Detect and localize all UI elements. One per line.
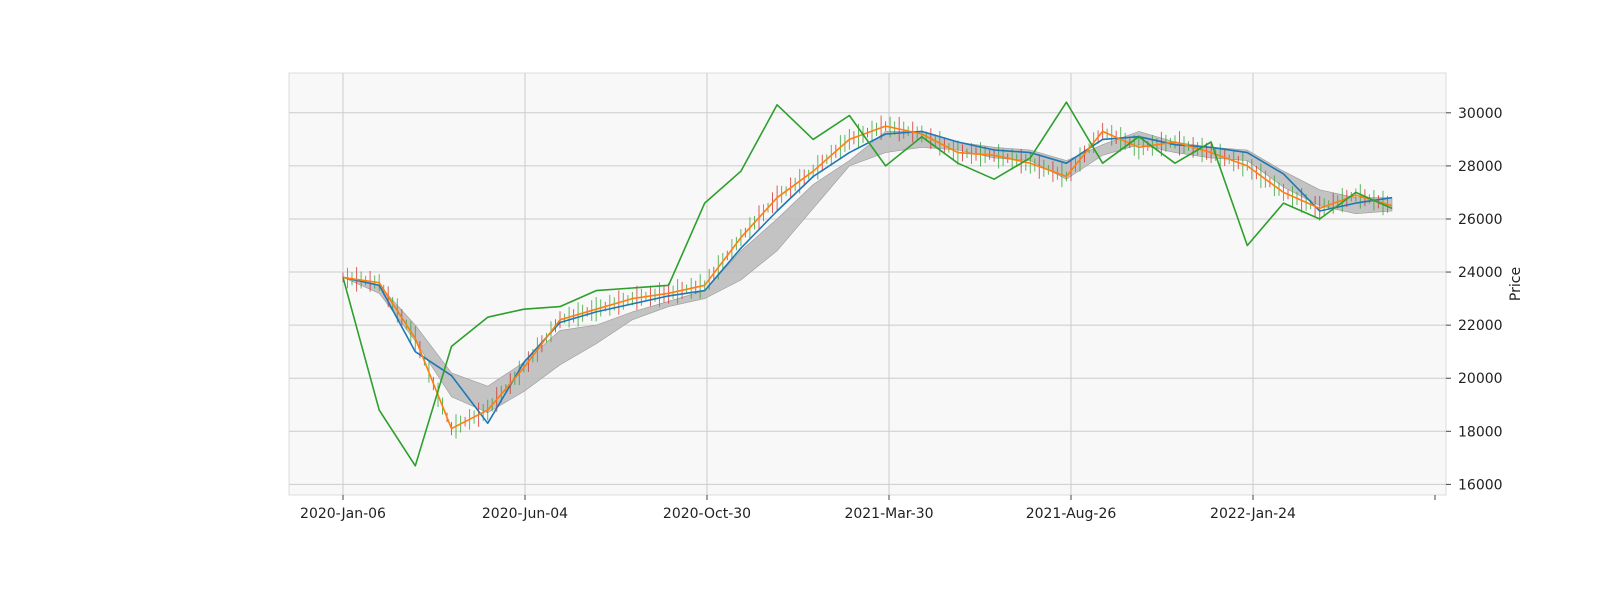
y-tick-label: 26000 — [1458, 212, 1503, 228]
y-tick-label: 28000 — [1458, 159, 1503, 175]
y-axis-label: Price — [1508, 267, 1524, 301]
y-tick-label: 16000 — [1458, 477, 1503, 493]
x-tick-label: 2020-Jun-04 — [482, 506, 568, 522]
x-tick-label: 2020-Jan-06 — [300, 506, 386, 522]
x-tick-label: 2021-Mar-30 — [844, 506, 933, 522]
x-tick-label: 2022-Jan-24 — [1210, 506, 1296, 522]
y-tick-label: 20000 — [1458, 371, 1503, 387]
y-tick-label: 30000 — [1458, 106, 1503, 122]
series-line-1 — [342, 125, 1393, 430]
grid: 2020-Jan-06 2020-Jun-04 2020-Oct-30 2021-Ma… — [289, 73, 1503, 522]
cloud-area — [342, 131, 1393, 414]
series-line-2 — [342, 101, 1393, 467]
series-line-0 — [342, 130, 1393, 425]
y-tick-label: 24000 — [1458, 265, 1503, 281]
y-tick-label: 18000 — [1458, 424, 1503, 440]
x-tick-label: 2021-Aug-26 — [1026, 506, 1117, 522]
y-tick-label: 22000 — [1458, 318, 1503, 334]
x-tick-label: 2020-Oct-30 — [663, 506, 751, 522]
